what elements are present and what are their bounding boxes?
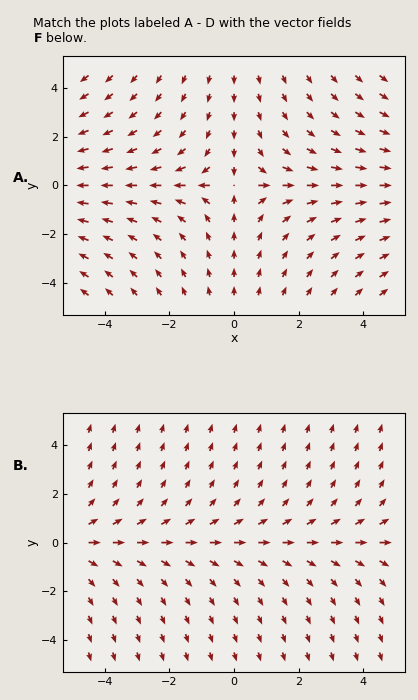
- Text: B.: B.: [13, 458, 28, 472]
- Y-axis label: y: y: [25, 182, 38, 189]
- X-axis label: x: x: [230, 332, 238, 346]
- Text: A.: A.: [13, 172, 29, 186]
- Text: Match the plots labeled A - D with the vector fields: Match the plots labeled A - D with the v…: [33, 18, 356, 31]
- Text: $\mathbf{F}$ below.: $\mathbf{F}$ below.: [33, 32, 87, 46]
- Y-axis label: y: y: [25, 539, 38, 546]
